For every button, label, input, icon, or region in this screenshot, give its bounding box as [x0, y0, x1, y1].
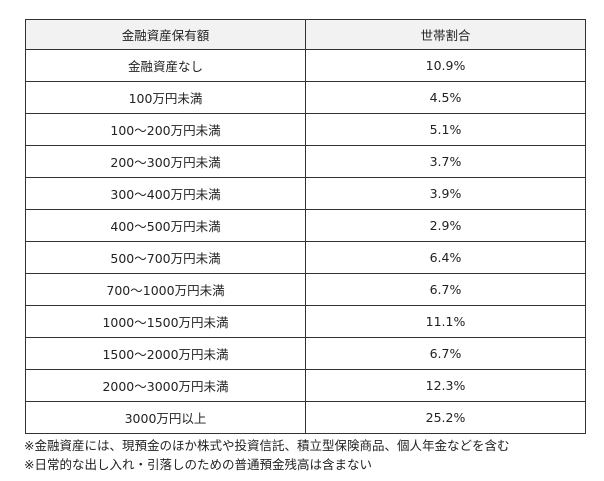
asset-amount-cell: 400～500万円未満 — [25, 209, 306, 242]
table-row: 3000万円以上 25.2% — [25, 401, 586, 434]
footnotes: ※金融資産には、現預金のほか株式や投資信託、積立型保険商品、個人年金などを含む … — [24, 436, 509, 474]
household-ratio-cell: 3.9% — [305, 177, 586, 210]
asset-amount-cell: 金融資産なし — [25, 49, 306, 82]
household-ratio-cell: 11.1% — [305, 305, 586, 338]
table-row: 1000～1500万円未満 11.1% — [25, 305, 586, 338]
asset-amount-cell: 100～200万円未満 — [25, 113, 306, 146]
household-ratio-cell: 6.7% — [305, 273, 586, 306]
table-row: 1500～2000万円未満 6.7% — [25, 337, 586, 370]
table-row: 400～500万円未満 2.9% — [25, 209, 586, 242]
table-row: 2000～3000万円未満 12.3% — [25, 369, 586, 402]
table-row: 100～200万円未満 5.1% — [25, 113, 586, 146]
household-ratio-cell: 25.2% — [305, 401, 586, 434]
table-row: 200～300万円未満 3.7% — [25, 145, 586, 178]
household-ratio-cell: 6.4% — [305, 241, 586, 274]
asset-distribution-table: 金融資産保有額 世帯割合 金融資産なし 10.9% 100万円未満 4.5% 100～2… — [25, 19, 586, 434]
table-row: 金融資産なし 10.9% — [25, 49, 586, 82]
footnote: ※日常的な出し入れ・引落しのための普通預金残高は含まない — [24, 457, 372, 472]
household-ratio-cell: 6.7% — [305, 337, 586, 370]
household-ratio-cell: 4.5% — [305, 81, 586, 114]
asset-amount-cell: 500～700万円未満 — [25, 241, 306, 274]
household-ratio-cell: 12.3% — [305, 369, 586, 402]
asset-amount-cell: 1500～2000万円未満 — [25, 337, 306, 370]
asset-amount-cell: 1000～1500万円未満 — [25, 305, 306, 338]
table-row: 500～700万円未満 6.4% — [25, 241, 586, 274]
household-ratio-cell: 5.1% — [305, 113, 586, 146]
asset-amount-cell: 300～400万円未満 — [25, 177, 306, 210]
household-ratio-cell: 2.9% — [305, 209, 586, 242]
asset-amount-cell: 200～300万円未満 — [25, 145, 306, 178]
asset-amount-cell: 700～1000万円未満 — [25, 273, 306, 306]
asset-amount-cell: 100万円未満 — [25, 81, 306, 114]
header-household-ratio: 世帯割合 — [305, 19, 586, 50]
header-row: 金融資産保有額 世帯割合 — [25, 19, 586, 50]
table-row: 100万円未満 4.5% — [25, 81, 586, 114]
table-row: 700～1000万円未満 6.7% — [25, 273, 586, 306]
asset-amount-cell: 2000～3000万円未満 — [25, 369, 306, 402]
table-row: 300～400万円未満 3.9% — [25, 177, 586, 210]
footnote: ※金融資産には、現預金のほか株式や投資信託、積立型保険商品、個人年金などを含む — [24, 438, 510, 453]
asset-amount-cell: 3000万円以上 — [25, 401, 306, 434]
header-asset-amount: 金融資産保有額 — [25, 19, 306, 50]
household-ratio-cell: 10.9% — [305, 49, 586, 82]
household-ratio-cell: 3.7% — [305, 145, 586, 178]
